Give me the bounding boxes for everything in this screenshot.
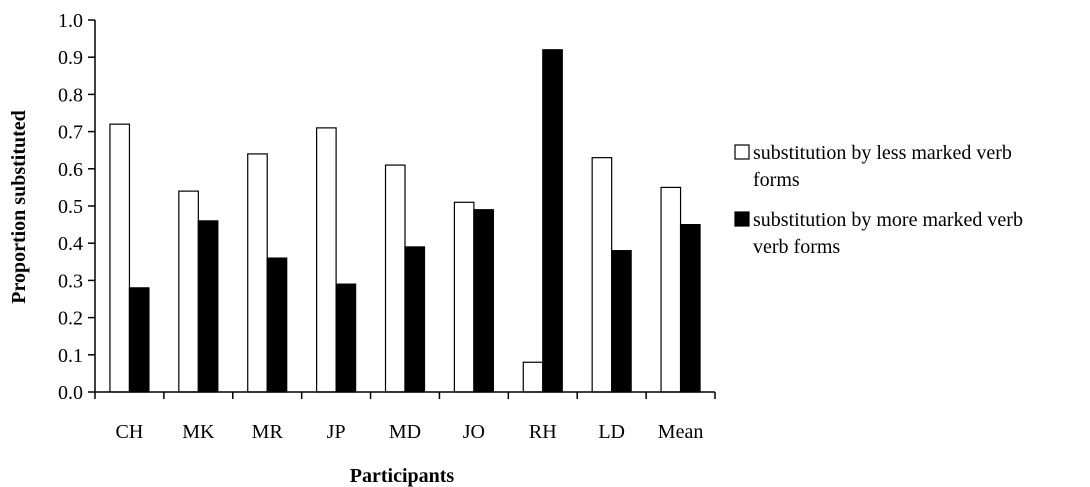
legend: substitution by less marked verbformssub… <box>734 142 1023 258</box>
bar-less-marked-md <box>384 164 406 393</box>
bar-more-marked-jo <box>473 209 494 393</box>
bar-more-marked-ch <box>128 287 150 393</box>
x-tick-label-ch: CH <box>116 421 144 443</box>
y-axis-ticks: 0.0 0.1 0.2 0.3 0.4 0.5 0.6 0.7 0.8 0.9 1.0 <box>58 10 95 404</box>
legend-swatch <box>734 144 750 160</box>
x-tick-label-jo: JO <box>463 421 485 443</box>
y-tick-label: 0.5 <box>58 196 83 218</box>
legend-label-line: forms <box>753 169 800 191</box>
legend-label-line: substitution by less marked verb <box>753 142 1012 164</box>
x-tick-label-mean: Mean <box>658 421 704 443</box>
y-tick-label: 0.8 <box>58 84 83 106</box>
bar-less-marked-jo <box>453 201 475 393</box>
legend-swatch <box>734 211 750 227</box>
x-tick-label-ld: LD <box>598 421 625 443</box>
y-tick-label: 0.4 <box>58 233 83 255</box>
bar-less-marked-jp <box>316 127 337 393</box>
y-tick-label: 0.1 <box>58 345 83 367</box>
bar-less-marked-ld <box>591 157 613 393</box>
x-tick-label-mr: MR <box>252 421 284 443</box>
bar-more-marked-mean <box>679 224 701 393</box>
bar-less-marked-mean <box>660 186 682 393</box>
legend-label-line: verb forms <box>753 236 840 258</box>
bar-more-marked-md <box>404 246 426 393</box>
bar-more-marked-jp <box>335 283 357 393</box>
legend-item-more-marked: substitution by more marked verb verb for… <box>734 209 1023 258</box>
y-axis-title: Proportion substituted <box>8 110 30 304</box>
x-tick-label-jp: JP <box>327 421 346 443</box>
bar-less-marked-mr <box>247 153 268 393</box>
x-tick-label-rh: RH <box>529 421 557 443</box>
y-tick-label: 0.6 <box>58 159 83 181</box>
x-tick-label-mk: MK <box>182 421 215 443</box>
bar-more-marked-mr <box>266 257 288 393</box>
y-tick-label: 0.0 <box>58 382 83 404</box>
y-tick-label: 0.2 <box>58 308 83 330</box>
bars <box>109 49 701 393</box>
y-tick-label: 0.7 <box>58 122 83 144</box>
y-tick-label: 0.3 <box>58 270 83 292</box>
legend-label-line: substitution by more marked verb <box>753 209 1023 231</box>
x-axis-title: Participants <box>350 465 455 487</box>
bar-less-marked-ch <box>109 123 131 393</box>
bar-more-marked-ld <box>611 250 632 393</box>
bar-less-marked-rh <box>522 361 544 393</box>
bar-more-marked-rh <box>542 49 563 393</box>
x-tick-label-md: MD <box>389 421 421 443</box>
bar-less-marked-mk <box>178 190 199 393</box>
x-axis-ticks: CH MK MR JP MD JO RH LD Mean <box>94 392 716 443</box>
y-tick-label: 1.0 <box>58 10 83 32</box>
y-tick-label: 0.9 <box>58 47 83 69</box>
legend-item-less-marked: substitution by less marked verb forms <box>734 142 1012 191</box>
bar-more-marked-mk <box>197 220 219 393</box>
